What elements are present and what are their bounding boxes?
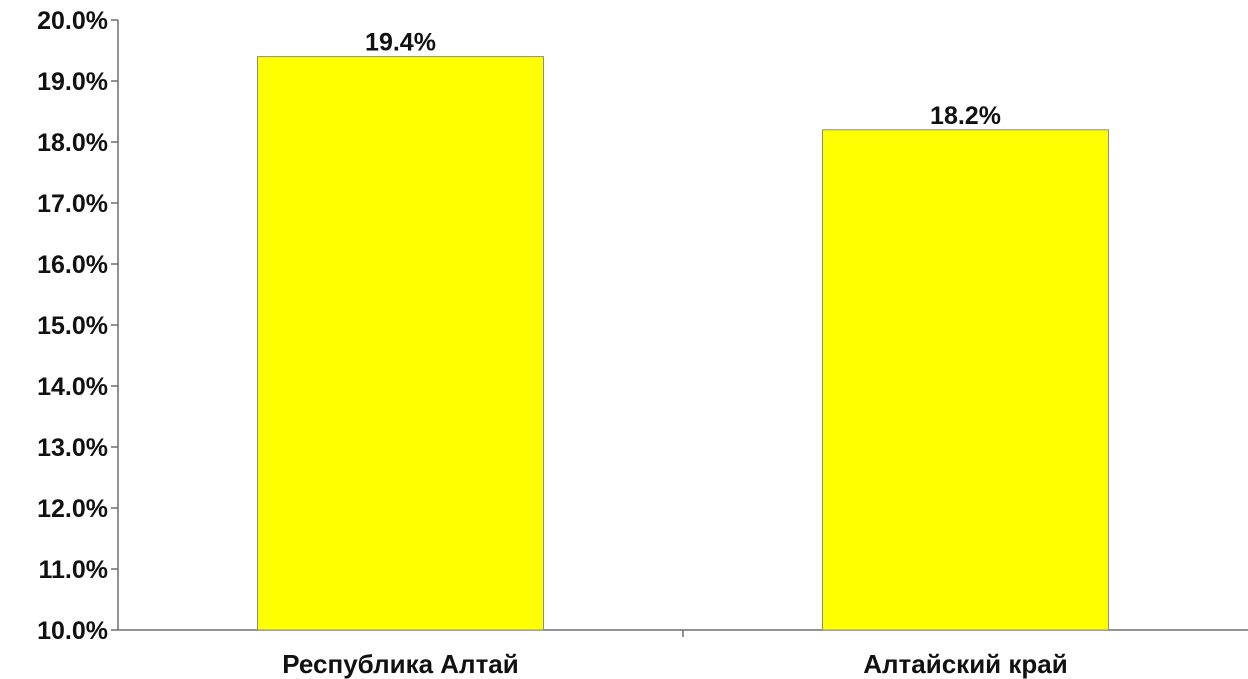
x-category-label: Алтайский край bbox=[863, 649, 1067, 679]
y-tick-label: 16.0% bbox=[37, 251, 108, 279]
bar-value-label: 19.4% bbox=[365, 29, 436, 57]
y-tick-label: 20.0% bbox=[37, 7, 108, 35]
y-tick-label: 18.0% bbox=[37, 129, 108, 157]
y-tick-label: 11.0% bbox=[38, 556, 108, 584]
bar bbox=[822, 129, 1109, 631]
bar-value-label: 18.2% bbox=[930, 102, 1001, 130]
y-tick-label: 14.0% bbox=[37, 373, 108, 401]
bar bbox=[257, 56, 544, 631]
y-tick-label: 12.0% bbox=[37, 495, 108, 523]
x-category-label: Республика Алтай bbox=[282, 649, 519, 679]
y-tick-label: 19.0% bbox=[37, 68, 108, 96]
y-axis: 10.0% 11.0% 12.0% 13.0% 14.0% 15.0% 16.0% 17.0%… bbox=[37, 7, 119, 645]
y-tick-label: 17.0% bbox=[37, 190, 108, 218]
y-tick-label: 13.0% bbox=[37, 434, 108, 462]
y-tick-label: 15.0% bbox=[37, 312, 108, 340]
x-axis: Республика Алтай Алтайский край bbox=[118, 629, 1248, 679]
bars: 19.4% 18.2% bbox=[257, 29, 1109, 631]
y-tick-label: 10.0% bbox=[37, 617, 108, 645]
